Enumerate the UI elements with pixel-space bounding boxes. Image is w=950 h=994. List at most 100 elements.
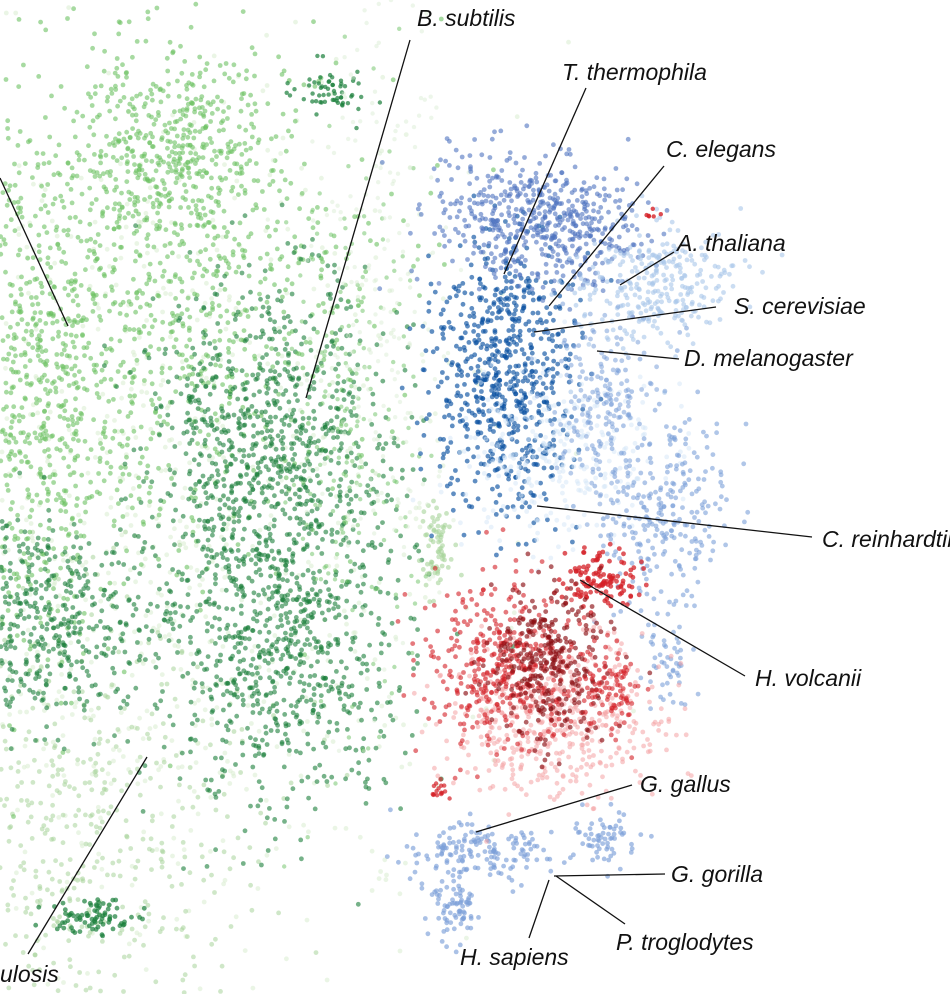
scatter-point-3581 [217, 352, 223, 358]
scatter-point-1516 [58, 84, 64, 89]
scatter-point-4250 [273, 589, 279, 595]
scatter-point-969 [221, 791, 227, 797]
scatter-point-1189 [92, 174, 98, 179]
scatter-point-2637 [21, 551, 27, 556]
scatter-point-1090 [177, 782, 182, 788]
scatter-point-3553 [149, 479, 155, 485]
scatter-point-4255 [292, 491, 298, 497]
scatter-point-4066 [278, 613, 284, 618]
scatter-point-3833 [328, 659, 333, 665]
scatter-point-4910 [430, 515, 435, 520]
scatter-point-1694 [268, 262, 274, 268]
scatter-point-3036 [283, 567, 289, 573]
scatter-point-3607 [407, 555, 412, 560]
scatter-point-966 [187, 870, 193, 876]
scatter-point-2133 [252, 101, 258, 107]
scatter-point-3633 [289, 571, 295, 577]
scatter-point-2083 [69, 288, 75, 293]
scatter-point-133 [232, 195, 238, 201]
scatter-point-4195 [363, 801, 369, 806]
scatter-point-2316 [132, 162, 137, 168]
scatter-point-3023 [290, 457, 296, 462]
scatter-point-1320 [173, 296, 179, 301]
scatter-point-4167 [170, 626, 176, 632]
scatter-point-2165 [116, 31, 122, 37]
scatter-point-4475 [44, 621, 50, 627]
scatter-point-4777 [51, 616, 57, 622]
scatter-point-1153 [112, 257, 118, 263]
scatter-point-2096 [175, 232, 181, 238]
scatter-point-2349 [205, 220, 211, 225]
scatter-point-2026 [90, 45, 95, 51]
scatter-point-138 [376, 876, 382, 881]
scatter-point-4687 [58, 663, 64, 669]
scatter-point-4884 [439, 563, 445, 569]
scatter-point-2796 [78, 410, 84, 416]
scatter-point-4730 [86, 625, 92, 630]
scatter-point-3626 [181, 866, 186, 871]
scatter-point-3231 [172, 542, 177, 548]
scatter-point-3486 [328, 296, 333, 301]
scatter-point-2858 [348, 497, 354, 502]
scatter-point-3272 [188, 486, 194, 492]
scatter-point-2885 [242, 213, 248, 219]
scatter-point-3567 [322, 422, 328, 428]
scatter-point-3945 [177, 623, 183, 629]
scatter-point-2128 [184, 96, 190, 102]
scatter-point-2901 [165, 379, 171, 385]
scatter-point-970 [180, 977, 186, 983]
scatter-point-1406 [217, 328, 223, 334]
scatter-point-4664 [2, 544, 8, 550]
scatter-point-1692 [94, 382, 100, 388]
scatter-point-2517 [54, 319, 60, 324]
scatter-point-1799 [134, 290, 139, 296]
scatter-point-2678 [59, 436, 65, 441]
scatter-point-694 [373, 255, 379, 260]
scatter-point-161 [202, 707, 208, 713]
scatter-point-364 [108, 781, 114, 786]
scatter-point-1175 [150, 97, 155, 103]
scatter-point-718 [137, 715, 143, 721]
scatter-point-2299 [197, 168, 203, 174]
scatter-point-1210 [170, 329, 175, 334]
scatter-point-4395 [267, 706, 273, 712]
scatter-point-1940 [246, 552, 251, 557]
scatter-point-3128 [196, 462, 202, 467]
scatter-point-3239 [272, 329, 278, 335]
scatter-point-2943 [380, 520, 385, 525]
scatter-point-2385 [229, 149, 235, 155]
scatter-point-4178 [205, 654, 211, 659]
scatter-point-2247 [146, 113, 152, 118]
scatter-point-3789 [256, 779, 262, 784]
scatter-point-1019 [11, 878, 16, 883]
scatter-point-429 [227, 781, 233, 786]
scatter-point-1479 [114, 220, 120, 225]
scatter-point-2463 [75, 302, 81, 308]
scatter-point-4926 [435, 580, 441, 586]
scatter-point-1039 [67, 957, 73, 963]
scatter-point-4354 [268, 690, 274, 696]
scatter-point-1072 [108, 804, 114, 810]
scatter-point-1509 [67, 318, 73, 324]
scatter-point-4377 [138, 500, 144, 505]
scatter-point-2991 [256, 480, 261, 486]
scatter-point-2303 [256, 137, 262, 143]
scatter-point-4268 [283, 646, 289, 652]
scatter-point-3376 [298, 487, 303, 493]
scatter-point-2434 [249, 112, 255, 117]
scatter-point-3616 [306, 795, 311, 801]
scatter-point-3089 [330, 394, 335, 400]
scatter-point-840 [30, 705, 36, 711]
scatter-point-3532 [251, 477, 256, 483]
scatter-point-3084 [307, 461, 313, 467]
scatter-point-550 [230, 352, 236, 358]
scatter-point-760 [86, 933, 91, 939]
scatter-point-3909 [204, 864, 210, 869]
scatter-point-3382 [235, 396, 241, 402]
scatter-point-4047 [258, 675, 263, 681]
scatter-point-4021 [223, 587, 229, 593]
scatter-point-1217 [148, 436, 154, 442]
scatter-point-4729 [65, 582, 71, 588]
scatter-point-1926 [282, 177, 288, 183]
scatter-point-2182 [225, 116, 230, 121]
